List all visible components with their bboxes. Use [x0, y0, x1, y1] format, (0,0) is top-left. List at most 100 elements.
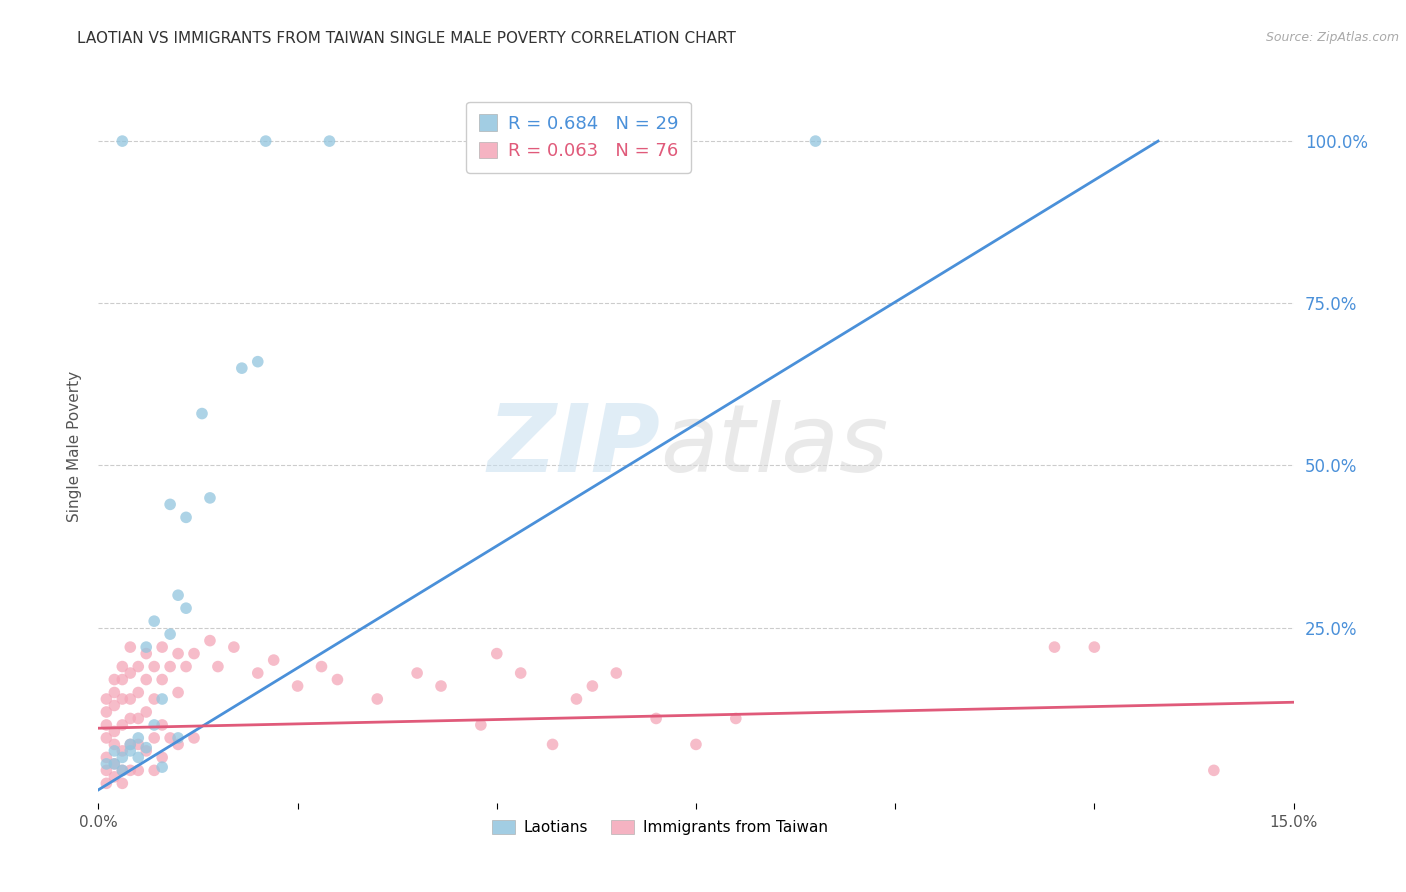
- Point: [724, 711, 747, 725]
- Point: [150, 760, 173, 774]
- Point: [159, 659, 181, 673]
- Point: [111, 776, 134, 790]
- Point: [111, 744, 134, 758]
- Point: [1043, 640, 1066, 654]
- Point: [96, 718, 118, 732]
- Point: [127, 738, 149, 752]
- Point: [174, 659, 197, 673]
- Point: [96, 692, 118, 706]
- Point: [111, 659, 134, 673]
- Point: [135, 647, 157, 661]
- Point: [143, 659, 166, 673]
- Point: [174, 510, 197, 524]
- Point: [326, 673, 349, 687]
- Point: [120, 744, 142, 758]
- Point: [103, 756, 125, 771]
- Point: [311, 659, 333, 673]
- Point: [263, 653, 285, 667]
- Point: [143, 731, 166, 745]
- Point: [605, 666, 627, 681]
- Point: [254, 134, 277, 148]
- Point: [96, 776, 118, 790]
- Point: [120, 738, 142, 752]
- Point: [103, 738, 125, 752]
- Point: [143, 718, 166, 732]
- Point: [143, 692, 166, 706]
- Point: [143, 764, 166, 778]
- Point: [103, 756, 125, 771]
- Point: [167, 685, 190, 699]
- Point: [96, 756, 118, 771]
- Point: [103, 685, 125, 699]
- Point: [159, 497, 181, 511]
- Point: [804, 134, 827, 148]
- Point: [120, 764, 142, 778]
- Point: [150, 692, 173, 706]
- Point: [150, 640, 173, 654]
- Point: [120, 738, 142, 752]
- Point: [167, 731, 190, 745]
- Point: [565, 692, 588, 706]
- Point: [318, 134, 340, 148]
- Point: [159, 627, 181, 641]
- Point: [127, 731, 149, 745]
- Point: [207, 659, 229, 673]
- Point: [198, 491, 221, 505]
- Text: ZIP: ZIP: [488, 400, 661, 492]
- Text: atlas: atlas: [661, 401, 889, 491]
- Point: [103, 673, 125, 687]
- Point: [150, 718, 173, 732]
- Point: [135, 740, 157, 755]
- Text: Source: ZipAtlas.com: Source: ZipAtlas.com: [1265, 31, 1399, 45]
- Point: [111, 692, 134, 706]
- Point: [150, 750, 173, 764]
- Point: [191, 407, 214, 421]
- Point: [135, 673, 157, 687]
- Point: [167, 588, 190, 602]
- Point: [111, 718, 134, 732]
- Point: [366, 692, 388, 706]
- Point: [198, 633, 221, 648]
- Point: [96, 750, 118, 764]
- Legend: Laotians, Immigrants from Taiwan: Laotians, Immigrants from Taiwan: [485, 814, 835, 841]
- Point: [287, 679, 309, 693]
- Point: [183, 731, 205, 745]
- Point: [183, 647, 205, 661]
- Point: [685, 738, 707, 752]
- Point: [143, 614, 166, 628]
- Point: [111, 764, 134, 778]
- Point: [430, 679, 453, 693]
- Text: LAOTIAN VS IMMIGRANTS FROM TAIWAN SINGLE MALE POVERTY CORRELATION CHART: LAOTIAN VS IMMIGRANTS FROM TAIWAN SINGLE…: [77, 31, 737, 46]
- Y-axis label: Single Male Poverty: Single Male Poverty: [67, 370, 83, 522]
- Point: [246, 354, 269, 368]
- Point: [127, 750, 149, 764]
- Point: [111, 764, 134, 778]
- Point: [167, 738, 190, 752]
- Point: [127, 685, 149, 699]
- Point: [96, 705, 118, 719]
- Point: [159, 731, 181, 745]
- Point: [246, 666, 269, 681]
- Point: [96, 764, 118, 778]
- Point: [1202, 764, 1225, 778]
- Point: [111, 134, 134, 148]
- Point: [541, 738, 564, 752]
- Point: [135, 705, 157, 719]
- Point: [150, 673, 173, 687]
- Point: [174, 601, 197, 615]
- Point: [103, 698, 125, 713]
- Point: [470, 718, 492, 732]
- Point: [120, 692, 142, 706]
- Point: [485, 647, 508, 661]
- Point: [103, 744, 125, 758]
- Point: [135, 744, 157, 758]
- Point: [645, 711, 668, 725]
- Point: [103, 724, 125, 739]
- Point: [581, 679, 603, 693]
- Point: [167, 647, 190, 661]
- Point: [120, 711, 142, 725]
- Point: [111, 673, 134, 687]
- Point: [127, 711, 149, 725]
- Point: [222, 640, 245, 654]
- Point: [96, 731, 118, 745]
